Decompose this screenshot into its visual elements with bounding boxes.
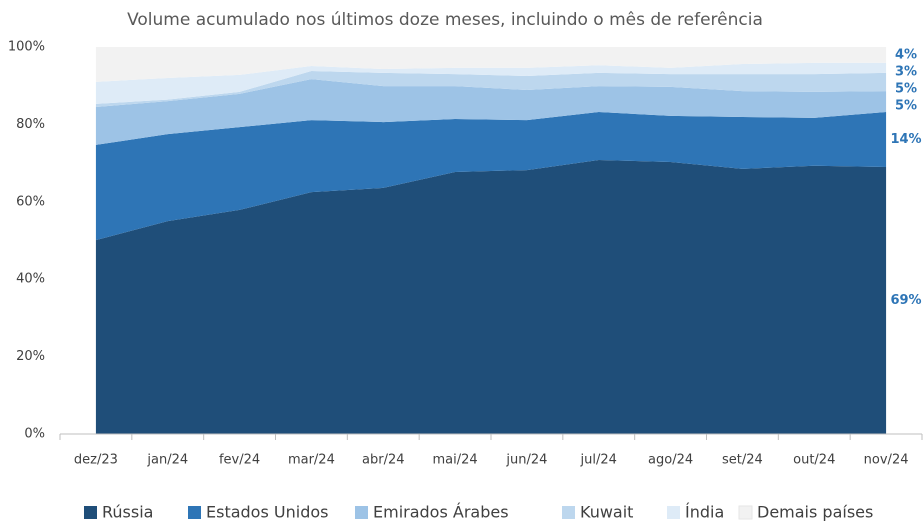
area-1 [95, 112, 887, 241]
value-label: 5% [895, 81, 917, 96]
value-label: 3% [895, 64, 917, 79]
value-label: 4% [895, 47, 917, 62]
value-label: 14% [890, 132, 921, 147]
x-tick-label: set/24 [722, 453, 763, 468]
y-tick-label: 60% [16, 194, 45, 209]
y-tick-label: 40% [16, 272, 45, 287]
y-tick-label: 80% [16, 117, 45, 132]
area-4 [95, 62, 887, 104]
area-5 [95, 47, 887, 82]
area-3 [95, 70, 887, 107]
legend-swatch [84, 506, 97, 519]
legend-swatch [667, 506, 680, 519]
y-tick-label: 0% [24, 427, 45, 442]
legend-label: Emirados Árabes [373, 503, 509, 522]
x-tick-label: fev/24 [219, 453, 260, 468]
x-tick-label: dez/23 [74, 453, 118, 468]
value-label: 5% [895, 98, 917, 113]
x-tick-label: nov/24 [864, 453, 909, 468]
legend-label: Estados Unidos [206, 503, 328, 522]
value-label: 69% [890, 293, 921, 308]
legend-swatch [355, 506, 368, 519]
x-tick-label: jan/24 [146, 453, 188, 468]
x-tick-label: ago/24 [648, 453, 693, 468]
chart-title: Volume acumulado nos últimos doze meses,… [127, 10, 763, 30]
area-2 [95, 79, 887, 145]
legend-swatch [738, 505, 753, 520]
x-tick-label: out/24 [793, 453, 835, 468]
x-tick-label: jul/24 [580, 453, 617, 468]
legend-swatch [562, 506, 575, 519]
area-0 [95, 160, 887, 434]
x-tick-label: abr/24 [362, 453, 405, 468]
legend-label: Kuwait [580, 503, 633, 522]
legend-label: Índia [685, 503, 724, 522]
x-tick-label: jun/24 [505, 453, 547, 468]
x-tick-label: mai/24 [432, 453, 477, 468]
y-tick-label: 100% [8, 40, 45, 55]
y-tick-label: 20% [16, 349, 45, 364]
legend-label: Rússia [102, 503, 153, 522]
legend-label: Demais países [757, 503, 873, 522]
legend-swatch [188, 506, 201, 519]
x-tick-label: mar/24 [288, 453, 335, 468]
